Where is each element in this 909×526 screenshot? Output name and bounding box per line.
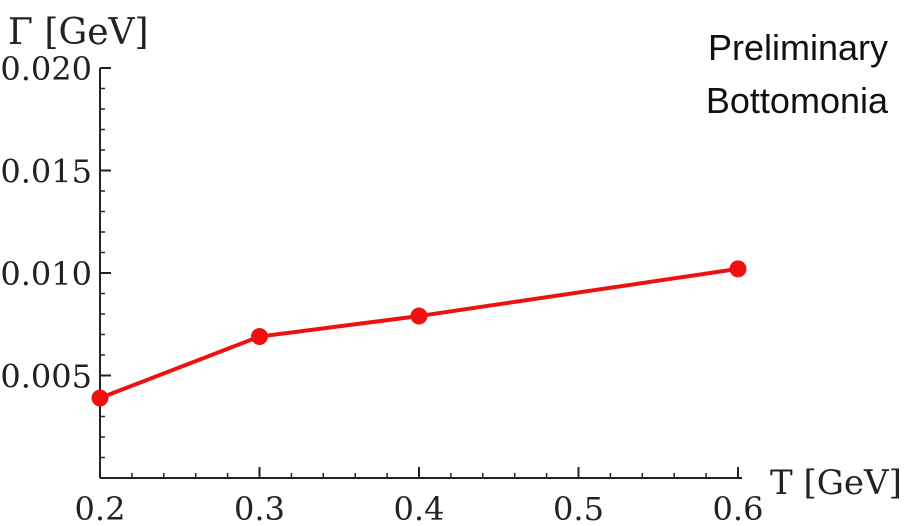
data-point-4: [729, 260, 747, 278]
data-point-1: [91, 389, 109, 407]
annotation-line-2: Bottomonia: [706, 80, 889, 121]
y-tick-label: 0.020: [0, 50, 92, 88]
axes-group: 0.005 0.010 0.015 0.020 0.2 0.3 0.4 0.5 0.6: [0, 50, 763, 526]
x-tick-label: 0.2: [75, 490, 126, 526]
data-point-3: [410, 307, 428, 325]
x-tick-label: 0.3: [234, 490, 285, 526]
y-tick-label: 0.005: [0, 358, 92, 396]
y-tick-label: 0.015: [0, 153, 92, 191]
x-axis-label: T [GeV]: [770, 463, 902, 503]
x-tick-label: 0.6: [713, 490, 764, 526]
y-axis-label: Γ [GeV]: [8, 12, 149, 53]
annotation-line-1: Preliminary: [708, 27, 888, 68]
data-point-2: [251, 328, 268, 346]
x-tick-label: 0.5: [553, 490, 604, 526]
series-line: [99, 266, 739, 400]
x-tick-label: 0.4: [394, 490, 445, 526]
y-tick-label: 0.010: [0, 255, 92, 293]
series-layer: [91, 260, 747, 407]
